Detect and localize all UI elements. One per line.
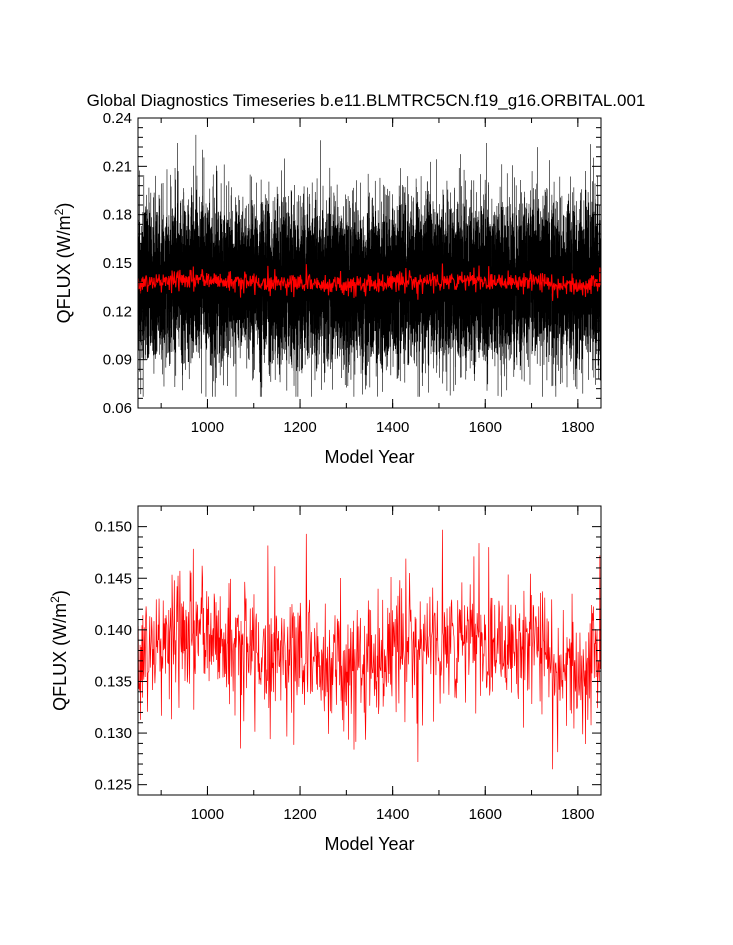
plot-area [138,134,601,397]
x-tick-label: 1800 [561,806,594,823]
x-tick-label: 1400 [376,419,409,436]
y-tick-label: 0.145 [94,570,132,587]
y-axis-label: QFLUX (W/m2) [48,590,70,711]
y-tick-label: 0.125 [94,777,132,794]
x-tick-label: 1000 [191,806,224,823]
x-axis-label: Model Year [324,834,414,854]
y-tick-label: 0.18 [103,207,132,224]
y-tick-label: 0.12 [103,303,132,320]
y-tick-label: 0.09 [103,352,132,369]
x-tick-label: 1800 [561,419,594,436]
top-panel: 0.06 0.09 0.12 0.15 0.18 0.21 0.24 1000 1200 1400… [52,110,602,467]
x-tick-label: 1200 [283,806,316,823]
x-tick-label: 1400 [376,806,409,823]
y-tick-label: 0.140 [94,622,132,639]
series-line-monthly [138,134,601,397]
y-tick-label: 0.135 [94,673,132,690]
x-tick-label: 1200 [283,419,316,436]
x-tick-label: 1600 [469,806,502,823]
series-line-annual-mean [138,529,601,770]
y-tick-label: 0.130 [94,725,132,742]
y-axis-label: QFLUX (W/m2) [52,203,74,324]
bottom-panel: 0.125 0.130 0.135 0.140 0.145 0.150 1000 1200 14… [48,505,602,854]
x-tick-label: 1600 [469,419,502,436]
series-line-annual-mean [138,263,601,301]
plot-area [138,529,601,770]
x-tick-label: 1000 [191,419,224,436]
chart-title: Global Diagnostics Timeseries b.e11.BLMT… [87,91,646,110]
y-tick-label: 0.24 [103,110,132,127]
y-tick-label: 0.06 [103,400,132,417]
x-axis-label: Model Year [324,447,414,467]
y-tick-label: 0.15 [103,255,132,272]
y-tick-label: 0.21 [103,158,132,175]
y-tick-label: 0.150 [94,519,132,536]
